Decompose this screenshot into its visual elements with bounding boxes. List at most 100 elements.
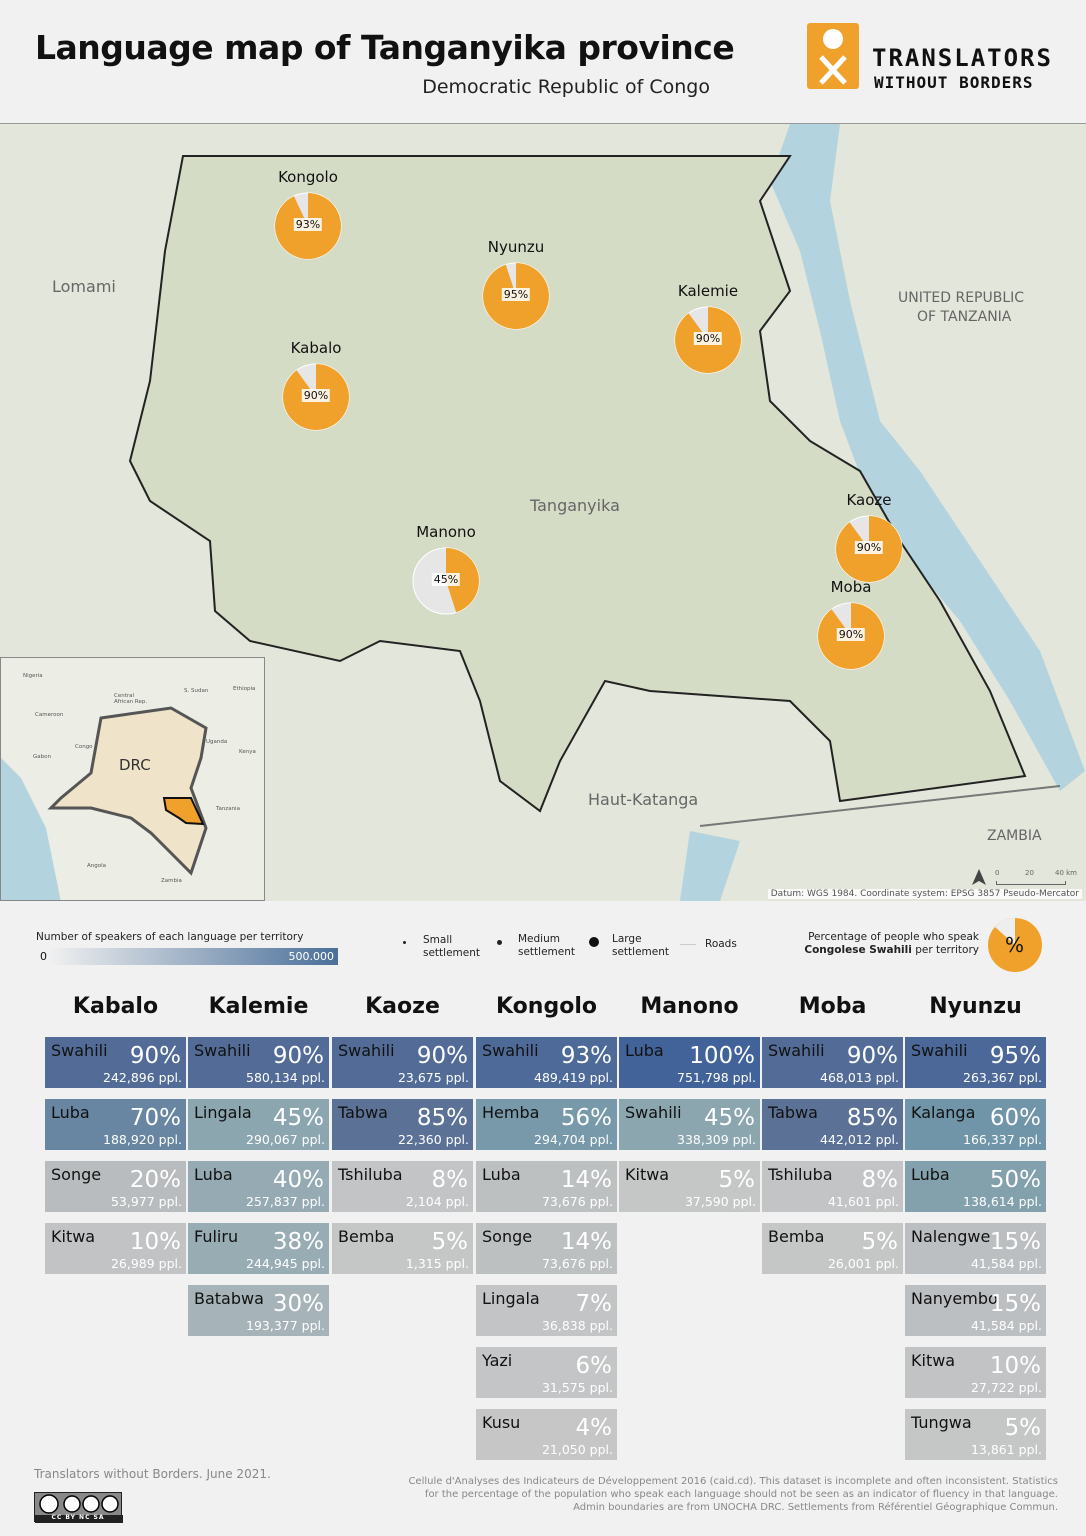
pie-pct-label: 90% [693,332,723,345]
page-subtitle: Democratic Republic of Congo [422,76,710,98]
language-name: Tabwa [768,1103,818,1122]
legend-text: Percentage of people who speak [808,931,979,943]
speaker-count: 193,377 ppl. [246,1318,325,1333]
country-tanzania: OF TANZANIA [917,309,1012,325]
language-cell: Luba 100% 751,798 ppl. [619,1037,760,1088]
ocean [1,658,61,900]
speaker-count: 53,977 ppl. [110,1194,182,1209]
language-name: Kitwa [911,1351,956,1370]
language-cell: Tungwa 5% 13,861 ppl. [905,1409,1046,1460]
language-percent: 100% [689,1043,755,1069]
medium-settlement-icon [497,940,502,945]
language-cell: Luba 70% 188,920 ppl. [45,1099,186,1150]
language-cell: Kalanga 60% 166,337 ppl. [905,1099,1046,1150]
legend-pie-icon: % [987,917,1043,977]
country-zambia: ZAMBIA [987,828,1042,844]
language-name: Tabwa [338,1103,388,1122]
speaker-count: 138,614 ppl. [963,1194,1042,1209]
language-cell: Tabwa 85% 442,012 ppl. [762,1099,903,1150]
legend-text: per territory [915,944,979,956]
language-name: Kalanga [911,1103,976,1122]
language-cell: Kitwa 5% 37,590 ppl. [619,1161,760,1212]
cc-icon [35,1494,123,1523]
pie-pct-label: 45% [431,573,461,586]
speaker-count: 263,367 ppl. [963,1070,1042,1085]
legend-text: Congolese Swahili per territory [804,944,979,957]
language-percent: 70% [129,1105,181,1131]
language-name: Lingala [482,1289,540,1308]
speaker-count: 242,896 ppl. [103,1070,182,1085]
territory-header: Nyunzu [929,994,1022,1019]
speaker-count: 13,861 ppl. [970,1442,1042,1457]
speaker-count: 41,601 ppl. [827,1194,899,1209]
speaker-count: 442,012 ppl. [820,1132,899,1147]
language-cell: Tabwa 85% 22,360 ppl. [332,1099,473,1150]
speaker-count: 166,337 ppl. [963,1132,1042,1147]
inset-canvas [1,658,208,900]
language-cell: Swahili 90% 580,134 ppl. [188,1037,329,1088]
source-line: for the percentage of the population who… [424,1489,1058,1500]
language-cell: Swahili 90% 242,896 ppl. [45,1037,186,1088]
legend-bold: Congolese Swahili [804,944,912,956]
language-percent: 15% [989,1291,1041,1317]
territory-header: Kalemie [208,994,309,1019]
language-cell: Swahili 45% 338,309 ppl. [619,1099,760,1150]
speaker-count: 751,798 ppl. [677,1070,756,1085]
speaker-count: 188,920 ppl. [103,1132,182,1147]
language-name: Swahili [768,1041,825,1060]
language-cell: Tshiluba 8% 41,601 ppl. [762,1161,903,1212]
source-line: Cellule d'Analyses des Indicateurs de Dé… [408,1476,1058,1487]
language-percent: 90% [846,1043,898,1069]
language-cell: Nanyembo 15% 41,584 ppl. [905,1285,1046,1336]
speaker-count: 290,067 ppl. [246,1132,325,1147]
language-cell: Fuliru 38% 244,945 ppl. [188,1223,329,1274]
lake-mweru [680,831,740,901]
language-name: Tshiluba [338,1165,403,1184]
language-name: Luba [51,1103,90,1122]
language-name: Swahili [625,1103,682,1122]
language-percent: 14% [560,1229,612,1255]
legend-roads: Roads [705,938,737,950]
scale-tick: 20 [1025,869,1034,877]
language-name: Swahili [194,1041,251,1060]
country-tanzania: UNITED REPUBLIC [898,290,1025,306]
territory-header: Manono [640,994,739,1019]
language-cell: Swahili 95% 263,367 ppl. [905,1037,1046,1088]
pie-pct-label: 90% [836,628,866,641]
pie-pct-label: 90% [854,541,884,554]
inset-country-label: S. Sudan [184,688,209,694]
map: Lomami Tanganyika Haut-Katanga UNITED RE… [0,123,1086,901]
legend-small-settlement: Small settlement [423,934,481,959]
language-percent: 5% [718,1167,756,1193]
language-percent: 30% [272,1291,324,1317]
language-name: Kusu [482,1413,521,1432]
language-cell: Lingala 7% 36,838 ppl. [476,1285,617,1336]
territory-label: Kongolo [278,168,338,186]
language-cell: Nalengwe 15% 41,584 ppl. [905,1223,1046,1274]
language-name: Luba [194,1165,233,1184]
language-percent: 20% [129,1167,181,1193]
north-arrow-icon [972,869,986,889]
language-name: Hemba [482,1103,540,1122]
language-name: Fuliru [194,1227,239,1246]
territory-label: Kabalo [290,339,342,357]
speaker-count: 580,134 ppl. [246,1070,325,1085]
language-cell: Kusu 4% 21,050 ppl. [476,1409,617,1460]
language-name: Bemba [768,1227,825,1246]
speaker-count: 41,584 ppl. [970,1256,1042,1271]
speaker-count: 489,419 ppl. [534,1070,613,1085]
language-percent: 8% [861,1167,899,1193]
language-percent: 45% [272,1105,324,1131]
credit: Translators without Borders. June 2021. [34,1467,271,1481]
territory-header: Kaoze [365,994,440,1019]
speaker-count: 31,575 ppl. [541,1380,613,1395]
language-percent: 10% [129,1229,181,1255]
scale-tick: 0 [995,869,1000,877]
gradient-legend-title: Number of speakers of each language per … [36,931,304,943]
language-percent: 38% [272,1229,324,1255]
large-settlement-icon [589,937,599,947]
person-icon [819,29,847,85]
language-name: Swahili [51,1041,108,1060]
legend-swahili-pct: Percentage of people who speak Congolese… [804,931,979,957]
language-cell: Batabwa 30% 193,377 ppl. [188,1285,329,1336]
